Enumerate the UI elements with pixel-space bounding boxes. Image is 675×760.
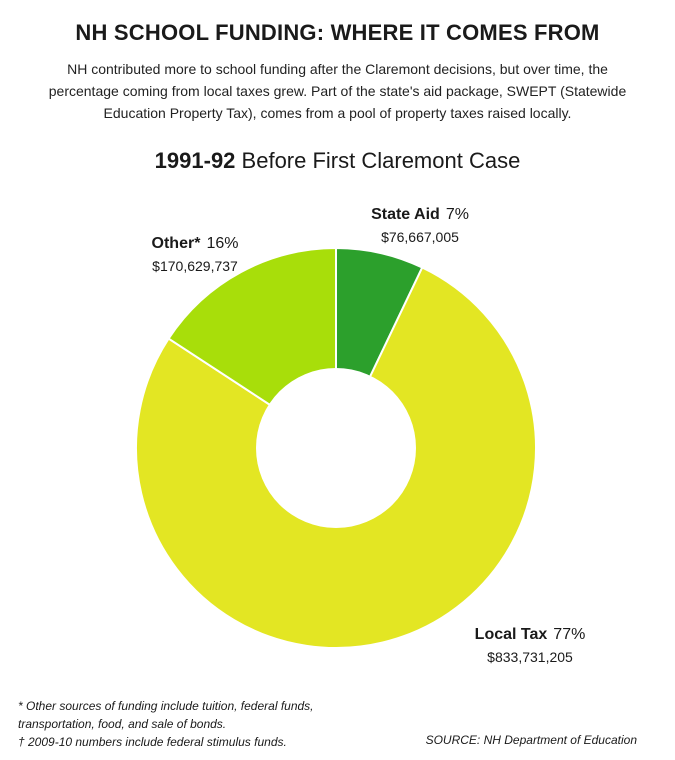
footnotes: * Other sources of funding include tuiti…: [18, 697, 318, 751]
footnote-dagger: † 2009-10 numbers include federal stimul…: [18, 735, 287, 749]
chart-description: NH contributed more to school funding af…: [48, 61, 627, 121]
chart-title-text: Before First Claremont Case: [241, 148, 521, 173]
slice-label-other: Other* 16% $170,629,737: [110, 233, 280, 277]
slice-percent-state-aid: 7%: [445, 206, 469, 223]
slice-percent-other: 16%: [206, 235, 239, 252]
donut-hole: [256, 368, 416, 528]
slice-name-state-aid: State Aid: [371, 206, 440, 223]
slice-label-local-tax: Local Tax 77% $833,731,205: [440, 624, 620, 668]
chart-title-year: 1991-92: [154, 148, 236, 173]
slice-percent-local-tax: 77%: [553, 626, 586, 643]
footnote-other: * Other sources of funding include tuiti…: [18, 699, 314, 731]
chart-heading: NH SCHOOL FUNDING: WHERE IT COMES FROM: [75, 20, 600, 45]
slice-name-local-tax: Local Tax: [474, 626, 548, 643]
slice-label-state-aid: State Aid 7% $76,667,005: [340, 204, 500, 248]
slice-name-other: Other*: [151, 235, 201, 252]
slice-amount-local-tax: $833,731,205: [487, 649, 573, 665]
source-note: SOURCE: NH Department of Education: [425, 733, 637, 747]
slice-amount-state-aid: $76,667,005: [381, 229, 459, 245]
slice-amount-other: $170,629,737: [152, 258, 238, 274]
chart-title: 1991-92 Before First Claremont Case: [0, 148, 675, 174]
